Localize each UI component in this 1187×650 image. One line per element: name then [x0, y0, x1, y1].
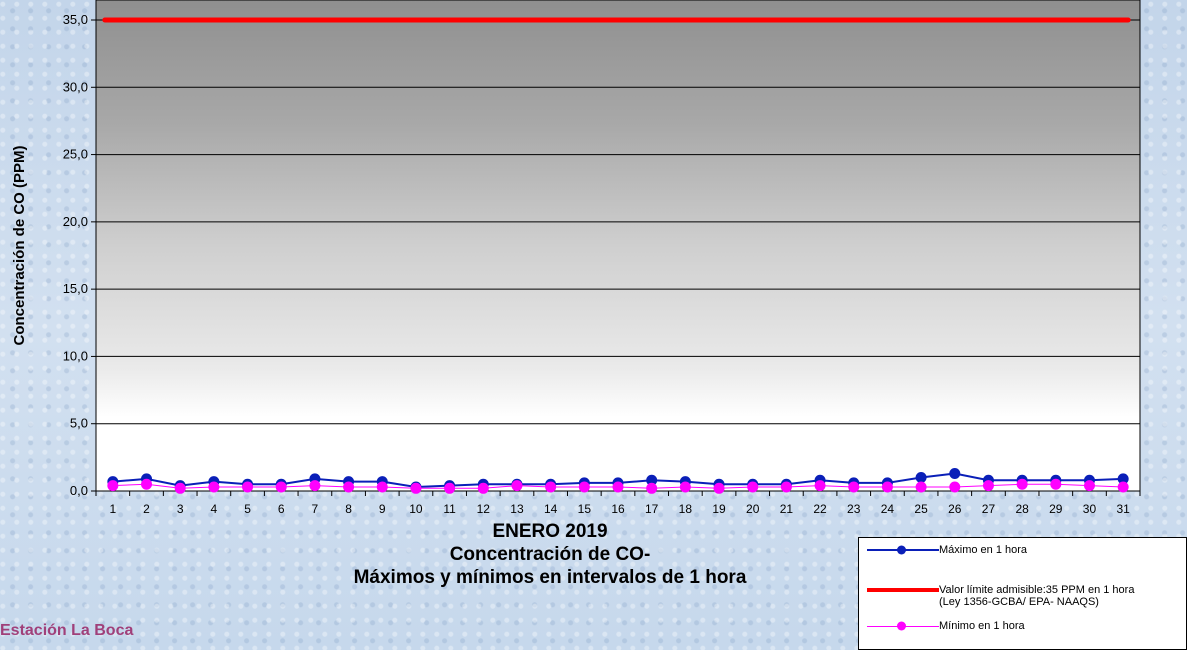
y-axis-label: Concentración de CO (PPM): [11, 145, 28, 345]
data-point-min: [1083, 480, 1095, 492]
data-point-min: [780, 481, 792, 493]
data-point-min: [141, 478, 153, 490]
data-point-min: [107, 480, 119, 492]
y-tick-label: 35,0: [63, 12, 88, 27]
y-tick-label: 0,0: [70, 483, 88, 498]
x-tick-label: 6: [278, 502, 285, 516]
x-tick-label: 2: [143, 502, 150, 516]
x-tick-label: 4: [211, 502, 218, 516]
legend-symbol-min: [867, 620, 939, 632]
legend-label-limit-line-1: Valor límite admisible:35 PPM en 1 hora: [939, 584, 1135, 596]
x-tick-label: 12: [477, 502, 491, 516]
legend-label-max: Máximo en 1 hora: [939, 544, 1028, 556]
x-tick-label: 23: [847, 502, 861, 516]
x-tick-label: 15: [578, 502, 592, 516]
data-point-min: [376, 481, 388, 493]
x-tick-label: 11: [443, 502, 456, 516]
x-tick-label: 17: [645, 502, 659, 516]
data-point-min: [747, 481, 759, 493]
legend: Máximo en 1 hora Valor límite admisible:…: [858, 537, 1187, 650]
chart-title-block: ENERO 2019 Concentración de CO- Máximos …: [300, 520, 800, 589]
y-tick-label: 20,0: [63, 214, 88, 229]
x-tick-label: 25: [914, 502, 928, 516]
x-tick-label: 13: [510, 502, 524, 516]
data-point-min: [949, 481, 961, 493]
y-tick-label: 30,0: [63, 79, 88, 94]
legend-symbol-max: [867, 544, 939, 556]
y-tick-label: 10,0: [63, 348, 88, 363]
data-point-min: [848, 481, 860, 493]
y-tick-label: 25,0: [63, 147, 88, 162]
data-point-min: [1016, 478, 1028, 490]
data-point-min: [679, 481, 691, 493]
data-point-min: [343, 481, 355, 493]
x-tick-label: 16: [611, 502, 625, 516]
legend-symbol-limit: [867, 584, 939, 596]
station-label: Estación La Boca: [0, 622, 134, 639]
data-point-min: [982, 480, 994, 492]
data-point-min: [275, 481, 287, 493]
data-point-min: [242, 481, 254, 493]
legend-item-limit: Valor límite admisible:35 PPM en 1 hora …: [867, 584, 1134, 608]
data-point-min: [612, 481, 624, 493]
x-tick-label: 27: [982, 502, 996, 516]
legend-item-min: Mínimo en 1 hora: [867, 620, 1025, 632]
data-point-min: [713, 482, 725, 494]
legend-label-min: Mínimo en 1 hora: [939, 620, 1025, 632]
data-point-min: [511, 480, 523, 492]
x-tick-label: 10: [409, 502, 423, 516]
data-point-min: [309, 480, 321, 492]
x-tick-label: 5: [244, 502, 251, 516]
data-point-min: [915, 481, 927, 493]
x-tick-label: 9: [379, 502, 386, 516]
data-point-min: [174, 482, 186, 494]
x-tick-label: 20: [746, 502, 760, 516]
x-tick-label: 3: [177, 502, 184, 516]
x-tick-label: 7: [312, 502, 319, 516]
x-tick-label: 22: [813, 502, 827, 516]
chart-subtitle-line-2: Máximos y mínimos en intervalos de 1 hor…: [353, 567, 747, 588]
data-point-min: [1050, 478, 1062, 490]
data-point-max: [949, 468, 961, 480]
x-tick-label: 26: [948, 502, 962, 516]
x-tick-label: 30: [1083, 502, 1097, 516]
x-tick-label: 28: [1015, 502, 1029, 516]
y-tick-label: 5,0: [70, 416, 88, 431]
data-point-max: [915, 472, 927, 484]
data-point-min: [410, 482, 422, 494]
data-point-min: [578, 481, 590, 493]
data-point-min: [814, 480, 826, 492]
data-point-min: [545, 481, 557, 493]
x-tick-label: 29: [1049, 502, 1063, 516]
x-tick-label: 24: [881, 502, 895, 516]
x-tick-label: 18: [679, 502, 693, 516]
y-tick-label: 15,0: [63, 281, 88, 296]
x-tick-label: 1: [109, 502, 116, 516]
x-tick-label: 19: [712, 502, 726, 516]
legend-label-limit-line-2: (Ley 1356-GCBA/ EPA- NAAQS): [939, 596, 1099, 608]
data-point-min: [477, 482, 489, 494]
data-point-min: [881, 481, 893, 493]
data-point-min: [208, 481, 220, 493]
data-point-min: [646, 482, 658, 494]
data-point-min: [444, 482, 456, 494]
x-tick-label: 8: [345, 502, 352, 516]
legend-item-max: Máximo en 1 hora: [867, 544, 1027, 556]
data-point-min: [1117, 481, 1129, 493]
legend-label-limit: Valor límite admisible:35 PPM en 1 hora …: [939, 584, 1134, 608]
x-tick-label: 14: [544, 502, 558, 516]
x-tick-label: 21: [780, 502, 794, 516]
chart-subtitle-line-1: Concentración de CO-: [449, 544, 651, 565]
chart-title: ENERO 2019: [492, 521, 608, 542]
plot-area: [95, 0, 1141, 492]
x-tick-label: 31: [1116, 502, 1130, 516]
